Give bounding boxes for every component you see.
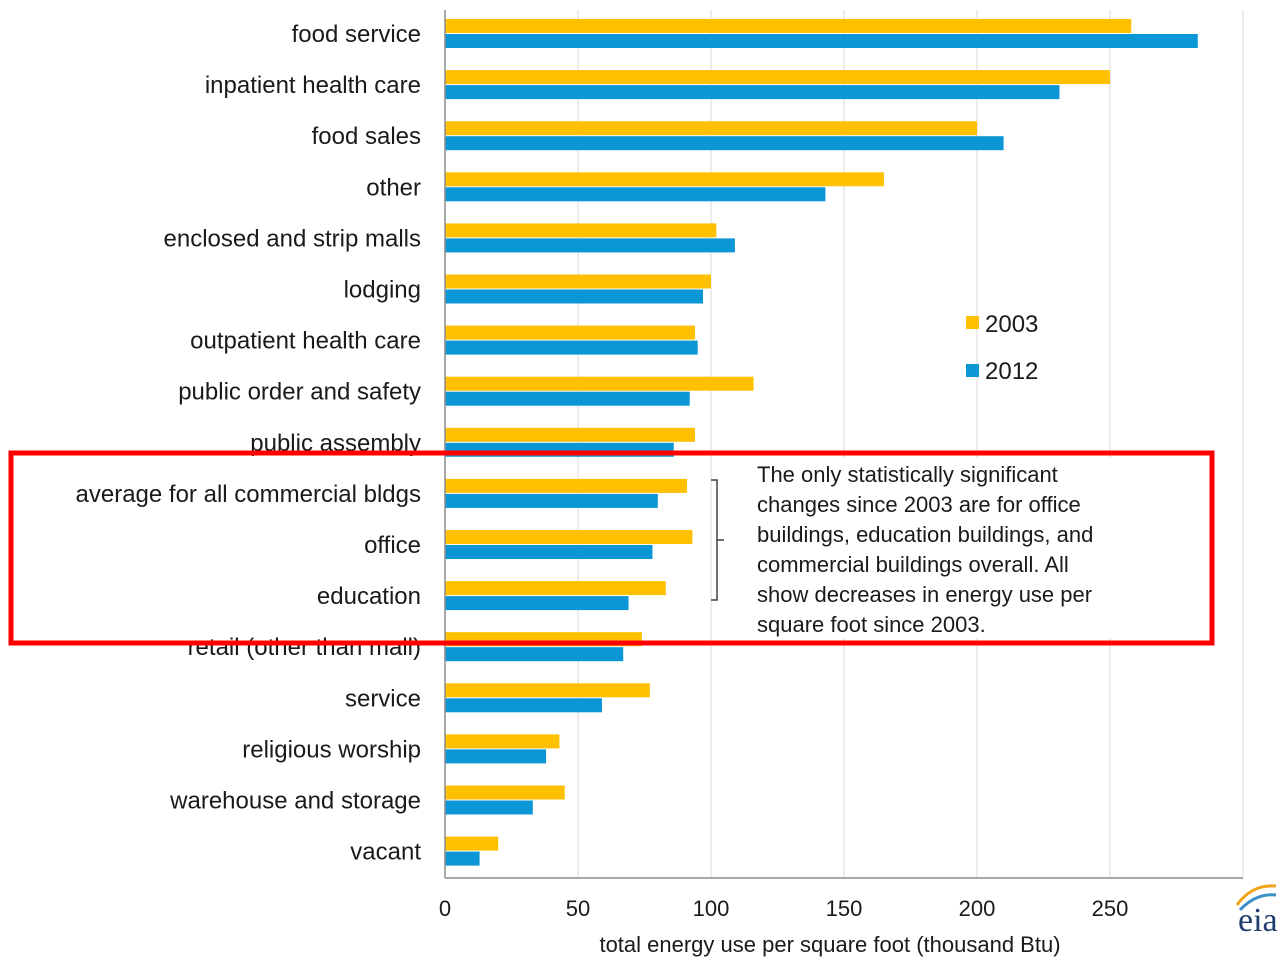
- bar-2003: [445, 70, 1110, 85]
- annotation-line: square foot since 2003.: [757, 612, 986, 637]
- bar-2003: [445, 172, 884, 187]
- x-axis-title: total energy use per square foot (thousa…: [599, 932, 1060, 957]
- category-label: vacant: [350, 839, 421, 866]
- grid-lines: [577, 10, 1244, 878]
- eia-logo-text: eia: [1238, 902, 1278, 939]
- bar-2012: [445, 340, 698, 355]
- bar-2012: [445, 851, 480, 866]
- logo-arc-icon: [1238, 893, 1277, 912]
- bars: [445, 19, 1198, 866]
- category-label: other: [366, 174, 421, 201]
- category-label: service: [345, 685, 421, 712]
- legend-label-2003: 2003: [985, 311, 1038, 338]
- category-label: public order and safety: [178, 379, 421, 406]
- annotation-box: The only statistically significant chang…: [748, 458, 1188, 638]
- bar-2012: [445, 596, 629, 611]
- bar-2003: [445, 376, 754, 391]
- category-label: office: [364, 532, 421, 559]
- bar-2012: [445, 545, 653, 559]
- category-label: outpatient health care: [190, 328, 421, 355]
- bar-2012: [445, 238, 735, 253]
- bar-2003: [445, 274, 711, 289]
- bar-2003: [445, 734, 560, 749]
- bar-2003: [445, 223, 717, 238]
- x-tick-label: 200: [959, 896, 996, 921]
- annotation-line: buildings, education buildings, and: [757, 522, 1093, 547]
- category-label: lodging: [344, 277, 421, 304]
- bar-2012: [445, 289, 704, 304]
- bar-2012: [445, 647, 624, 662]
- bar-2012: [445, 493, 658, 508]
- x-tick-label: 0: [439, 896, 451, 921]
- bar-2003: [445, 325, 696, 340]
- annotation-background: [748, 458, 1188, 638]
- bar-2012: [445, 85, 1060, 100]
- bar-2012: [445, 187, 826, 202]
- category-label: education: [317, 583, 421, 610]
- bar-2012: [445, 34, 1198, 48]
- category-label: religious worship: [242, 736, 421, 763]
- bar-2012: [445, 749, 547, 764]
- legend-swatch-2003: [966, 316, 979, 329]
- category-label: inpatient health care: [205, 72, 421, 99]
- eia-logo: eia: [1235, 884, 1278, 939]
- bar-2003: [445, 530, 693, 544]
- annotation-line: commercial buildings overall. All: [757, 552, 1069, 577]
- bar-2003: [445, 478, 688, 493]
- bar-2003: [445, 785, 565, 800]
- x-tick-label: 250: [1092, 896, 1129, 921]
- bar-2003: [445, 581, 666, 596]
- significance-bracket: [711, 479, 724, 601]
- bar-2003: [445, 836, 499, 851]
- bar-2012: [445, 800, 533, 815]
- legend-label-2012: 2012: [985, 358, 1038, 385]
- annotation-line: show decreases in energy use per: [757, 582, 1092, 607]
- category-labels: food service inpatient health care food sa…: [76, 21, 422, 866]
- x-tick-label: 100: [693, 896, 730, 921]
- annotation-line: changes since 2003 are for office: [757, 492, 1081, 517]
- legend-swatch-2012: [966, 364, 979, 377]
- category-label: average for all commercial bldgs: [76, 481, 421, 508]
- bar-2012: [445, 136, 1004, 151]
- bar-2012: [445, 698, 602, 713]
- annotation-line: The only statistically significant: [757, 462, 1058, 487]
- category-label: food service: [292, 21, 421, 48]
- bar-2003: [445, 121, 977, 136]
- category-label: retail (other than mall): [188, 634, 421, 661]
- category-label: warehouse and storage: [169, 788, 421, 815]
- x-tick-label: 150: [826, 896, 863, 921]
- category-label: food sales: [312, 123, 421, 150]
- bar-2003: [445, 683, 650, 698]
- logo-arc-icon: [1235, 884, 1277, 906]
- bar-2003: [445, 19, 1132, 33]
- x-tick-label: 50: [566, 896, 590, 921]
- highlight-rectangle: [8, 450, 1215, 646]
- category-label: enclosed and strip malls: [164, 225, 421, 252]
- bar-2012: [445, 391, 690, 406]
- bar-2003: [445, 427, 696, 442]
- x-axis: 0 50 100 150 200 250: [439, 10, 1243, 921]
- legend: 2003 2012: [966, 311, 1038, 385]
